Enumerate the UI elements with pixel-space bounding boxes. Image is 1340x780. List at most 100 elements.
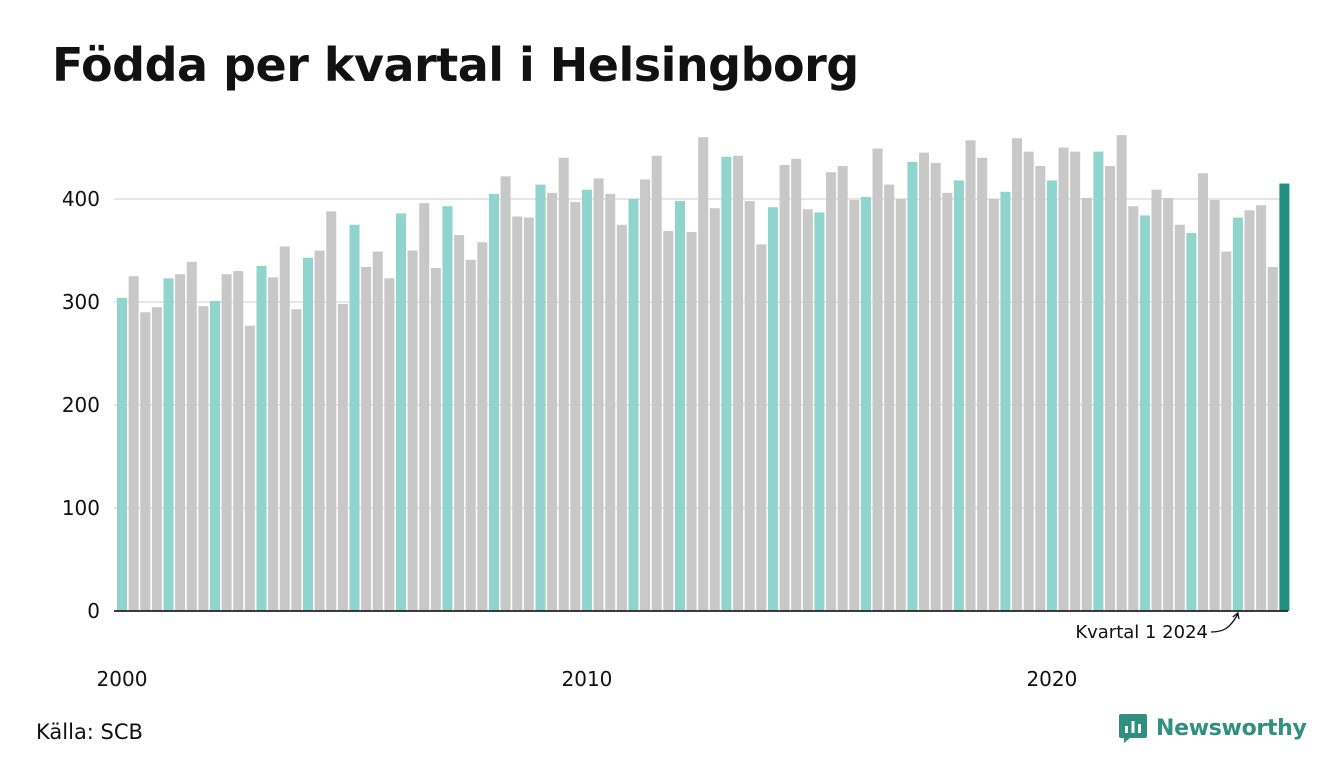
bar [802, 209, 813, 612]
y-tick-label: 200 [62, 393, 100, 417]
x-tick-label: 2000 [97, 667, 148, 691]
bar [744, 201, 755, 611]
bar [302, 257, 313, 611]
x-axis-ticks: 2000 2010 2020 [97, 667, 1078, 691]
bar [686, 231, 697, 611]
bar [349, 224, 360, 611]
latest-annotation: Kvartal 1 2024 [1075, 611, 1240, 643]
y-tick-label: 400 [62, 187, 100, 211]
bar [1070, 151, 1081, 611]
bar [907, 161, 918, 612]
bar [256, 265, 267, 611]
bar-series [117, 135, 1290, 612]
bar [651, 155, 662, 612]
bar [849, 200, 860, 611]
x-tick-label: 2020 [1026, 667, 1077, 691]
bar [465, 259, 476, 611]
bar [593, 178, 604, 611]
brand-name: Newsworthy [1156, 715, 1307, 741]
bar [837, 166, 848, 612]
bar [953, 180, 964, 611]
bar [477, 242, 488, 611]
bar [570, 202, 581, 611]
bar [395, 213, 406, 612]
bar [279, 246, 290, 611]
bar [616, 224, 627, 611]
y-tick-label: 0 [87, 599, 100, 623]
bar [756, 244, 767, 611]
y-tick-label: 100 [62, 496, 100, 520]
bar [1012, 138, 1023, 612]
bar [581, 189, 592, 612]
bar [779, 165, 790, 611]
bar [965, 140, 976, 612]
bar [1128, 206, 1139, 611]
bar [1000, 191, 1011, 612]
bar [268, 277, 279, 611]
bar [977, 157, 988, 612]
bar [1105, 166, 1116, 612]
annotation-label: Kvartal 1 2024 [1075, 622, 1208, 643]
bar [663, 230, 674, 611]
bar [895, 199, 906, 611]
bar [721, 156, 732, 611]
bar [430, 268, 441, 611]
bar [1035, 166, 1046, 612]
bar [233, 271, 244, 611]
y-axis-ticks: 0 100 200 300 400 [62, 187, 100, 623]
bar [1221, 251, 1232, 611]
bar [419, 203, 430, 611]
bar [640, 179, 651, 611]
bar [1209, 200, 1220, 611]
bar [919, 152, 930, 611]
bar [221, 274, 232, 611]
bar [1093, 151, 1104, 611]
bar [291, 309, 302, 611]
bar [1139, 215, 1150, 612]
bar [384, 278, 395, 611]
bar [140, 312, 151, 611]
bar [488, 193, 499, 611]
bar [860, 196, 871, 611]
annotation-arrow [1210, 611, 1240, 633]
bar [361, 266, 372, 611]
bar [175, 274, 186, 611]
bar [500, 176, 511, 611]
bar [407, 250, 418, 611]
bar [605, 193, 616, 611]
bar [454, 235, 465, 612]
bar [1186, 232, 1197, 612]
bar [698, 137, 709, 611]
bar [244, 325, 255, 611]
bar [988, 199, 999, 611]
bar [942, 192, 953, 611]
x-tick-label: 2010 [562, 667, 613, 691]
bar [198, 306, 209, 611]
bar [791, 158, 802, 611]
bar [1163, 197, 1174, 611]
source-note: Källa: SCB [36, 720, 143, 744]
bar [1046, 180, 1057, 611]
bar [826, 172, 837, 611]
bar [186, 261, 197, 611]
bar [1023, 151, 1034, 611]
bar-chart: 0 100 200 300 400 2000 2010 2020 Kvartal 1 202… [62, 135, 1290, 691]
bar [547, 192, 558, 611]
bar [767, 207, 778, 612]
bar [814, 212, 825, 611]
bar [163, 278, 174, 611]
bar [674, 201, 685, 611]
bar [1256, 205, 1267, 611]
bar [709, 208, 720, 611]
bar [117, 297, 128, 611]
newsworthy-logo-icon [1119, 714, 1147, 743]
bar [326, 211, 337, 612]
bar [884, 184, 895, 611]
chart-title: Födda per kvartal i Helsingborg [52, 38, 859, 92]
bar [1244, 210, 1255, 611]
bar [1058, 147, 1069, 611]
bar [1081, 197, 1092, 611]
bar [1116, 135, 1127, 611]
bar [1232, 217, 1243, 612]
brand-logo: Newsworthy [1118, 712, 1307, 744]
